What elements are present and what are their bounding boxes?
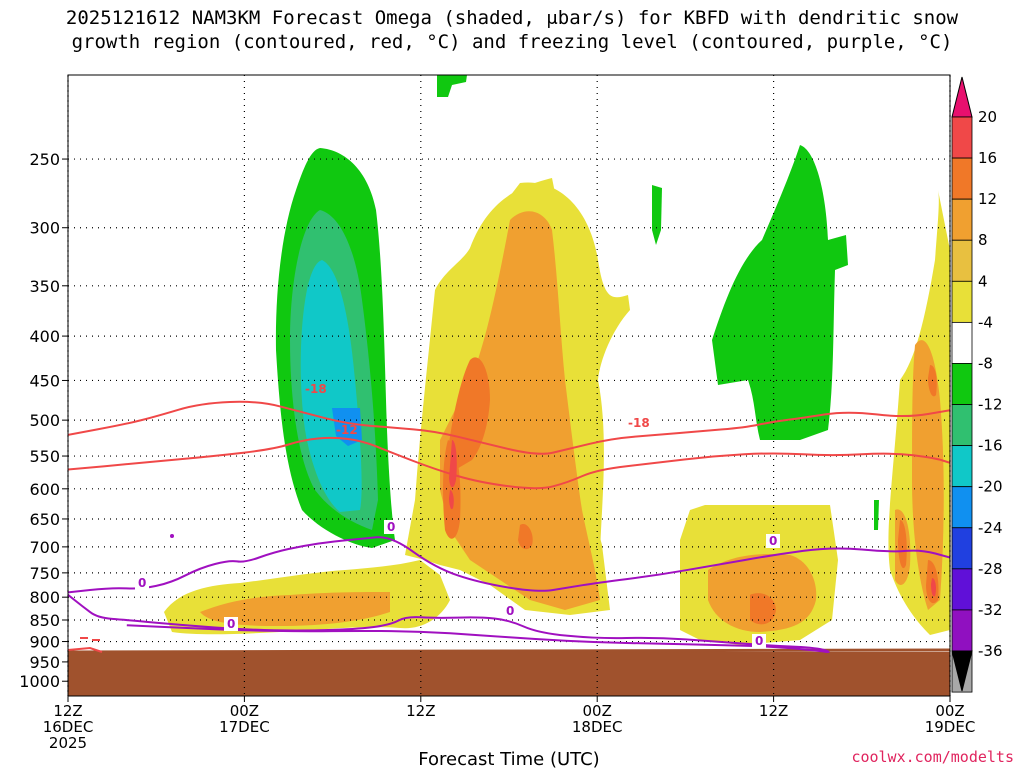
- colorbar-bottom-triangle: [951, 650, 973, 692]
- y-tick-label: 950: [29, 653, 60, 672]
- y-tick-label: 300: [29, 219, 60, 238]
- chart-title-line-1: 2025121612 NAM3KM Forecast Omega (shaded…: [65, 7, 959, 29]
- contour-label-freezing-2: 0: [387, 520, 395, 534]
- freezing-fragment: [170, 534, 174, 538]
- colorbar-label: -16: [978, 437, 1003, 455]
- dendritic-contour-1: [68, 436, 950, 490]
- colorbar-label: -12: [978, 396, 1003, 414]
- ground-fill: [68, 652, 950, 696]
- contour-label-dendritic-1: -18: [305, 382, 327, 396]
- y-tick-label: 750: [29, 564, 60, 583]
- colorbar-box: [951, 404, 973, 447]
- colorbar-box: [951, 486, 973, 529]
- ground-top-edge: [67, 648, 951, 654]
- colorbar-box: [951, 116, 973, 159]
- y-tick-label: 550: [29, 447, 60, 466]
- omega-region-pos8-a: [440, 211, 600, 611]
- y-axis: 250 300 350 400 450 500 550 600 650 700 750 800 850 9…: [19, 150, 68, 691]
- y-tick-label: 900: [29, 633, 60, 652]
- omega-region-neg8-top: [437, 75, 467, 97]
- x-tick-label: 12Z: [759, 702, 788, 720]
- colorbar-box: [951, 527, 973, 570]
- colorbar-box: [951, 363, 973, 405]
- contour-labels: -18 -12 -18 0 0 0 0 0 0: [135, 382, 780, 648]
- colorbar-box: [951, 198, 973, 241]
- y-tick-label: 500: [29, 411, 60, 430]
- colorbar-label: 8: [978, 231, 988, 249]
- y-tick-label: 650: [29, 510, 60, 529]
- colorbar-box: [951, 280, 973, 323]
- omega-region-pos12-c: [518, 524, 533, 550]
- x-tick-label: 12Z: [53, 702, 82, 720]
- x-tick-label: 00Z: [583, 702, 612, 720]
- colorbar-label: 4: [978, 272, 988, 290]
- colorbar-box: [951, 157, 973, 200]
- colorbar-label: -8: [978, 354, 993, 372]
- omega-region-neg20: [332, 408, 362, 446]
- y-tick-label: 250: [29, 150, 60, 169]
- freezing-level-contour-2: [68, 536, 950, 594]
- omega-region-pos12-f: [898, 520, 907, 569]
- colorbar-box: [951, 321, 973, 364]
- colorbar-label: 20: [978, 108, 997, 126]
- y-tick-label: 850: [29, 611, 60, 630]
- colorbar-label: -4: [978, 313, 993, 331]
- omega-region-pos8-c: [708, 553, 817, 632]
- omega-region-neg8-b: [712, 145, 848, 440]
- plot-frame: [67, 74, 951, 697]
- y-tick-label: 700: [29, 538, 60, 557]
- y-tick-label: 800: [29, 588, 60, 607]
- colorbar-label: -36: [978, 642, 1003, 660]
- contour-label-dendritic-3: -18: [628, 416, 650, 430]
- x-tick-label: 00Z: [935, 702, 964, 720]
- y-tick-label: 600: [29, 480, 60, 499]
- omega-region-pos12-d: [750, 593, 776, 625]
- dendritic-fragment: [67, 646, 103, 653]
- credit-text: coolwx.com/modelts: [851, 748, 1014, 766]
- contour-label-freezing-1: 0: [138, 576, 146, 590]
- contour-label-dendritic-2: -12: [336, 423, 358, 437]
- omega-region-pos16-c: [931, 578, 936, 597]
- x-tick-label: 12Z: [406, 702, 435, 720]
- contour-label-freezing-3: 0: [227, 617, 235, 631]
- colorbar-label: 12: [978, 190, 997, 208]
- omega-region-pos16-b: [449, 490, 454, 510]
- contour-label-freezing-5: 0: [769, 534, 777, 548]
- x-axis-title: Forecast Time (UTC): [418, 749, 599, 768]
- omega-region-pos8-b: [200, 592, 390, 626]
- x-tick-label: 19DEC: [925, 718, 976, 736]
- colorbar-box: [951, 445, 973, 488]
- colorbar-box: [951, 239, 973, 282]
- colorbar-label: -24: [978, 519, 1003, 537]
- y-tick-label: 400: [29, 327, 60, 346]
- chart-title-line-2: growth region (contoured, red, °C) and f…: [71, 31, 953, 53]
- dendritic-fragment-dots: [80, 637, 100, 641]
- x-tick-label: 2025: [49, 734, 87, 752]
- x-tick-label: 00Z: [230, 702, 259, 720]
- colorbar-label: -20: [978, 478, 1003, 496]
- omega-region-neg8-e: [874, 500, 879, 530]
- omega-region-pos8-d: [912, 340, 944, 610]
- omega-region-neg8-c: [652, 185, 662, 245]
- colorbar-box: [951, 568, 973, 611]
- y-tick-label: 450: [29, 371, 60, 390]
- x-tick-label: 16DEC: [43, 718, 94, 736]
- colorbar-label: -32: [978, 601, 1003, 619]
- omega-region-neg16: [300, 260, 362, 512]
- omega-shading: [164, 75, 950, 645]
- contour-label-freezing-4: 0: [506, 604, 514, 618]
- colorbar-top-triangle: [951, 76, 973, 118]
- x-tick-label: 17DEC: [219, 718, 270, 736]
- colorbar-label: -28: [978, 560, 1003, 578]
- colorbar-box: [951, 609, 973, 652]
- colorbar-label: 16: [978, 149, 997, 167]
- y-tick-label: 350: [29, 277, 60, 296]
- dendritic-contour-0: [68, 400, 950, 455]
- y-tick-label: 1000: [19, 672, 60, 691]
- colorbar: 20 16 12 8 4 -4 -8 -12 -16 -20 -24 -28 -32 -36: [951, 76, 1003, 693]
- contour-label-freezing-6: 0: [755, 634, 763, 648]
- x-tick-label: 18DEC: [572, 718, 623, 736]
